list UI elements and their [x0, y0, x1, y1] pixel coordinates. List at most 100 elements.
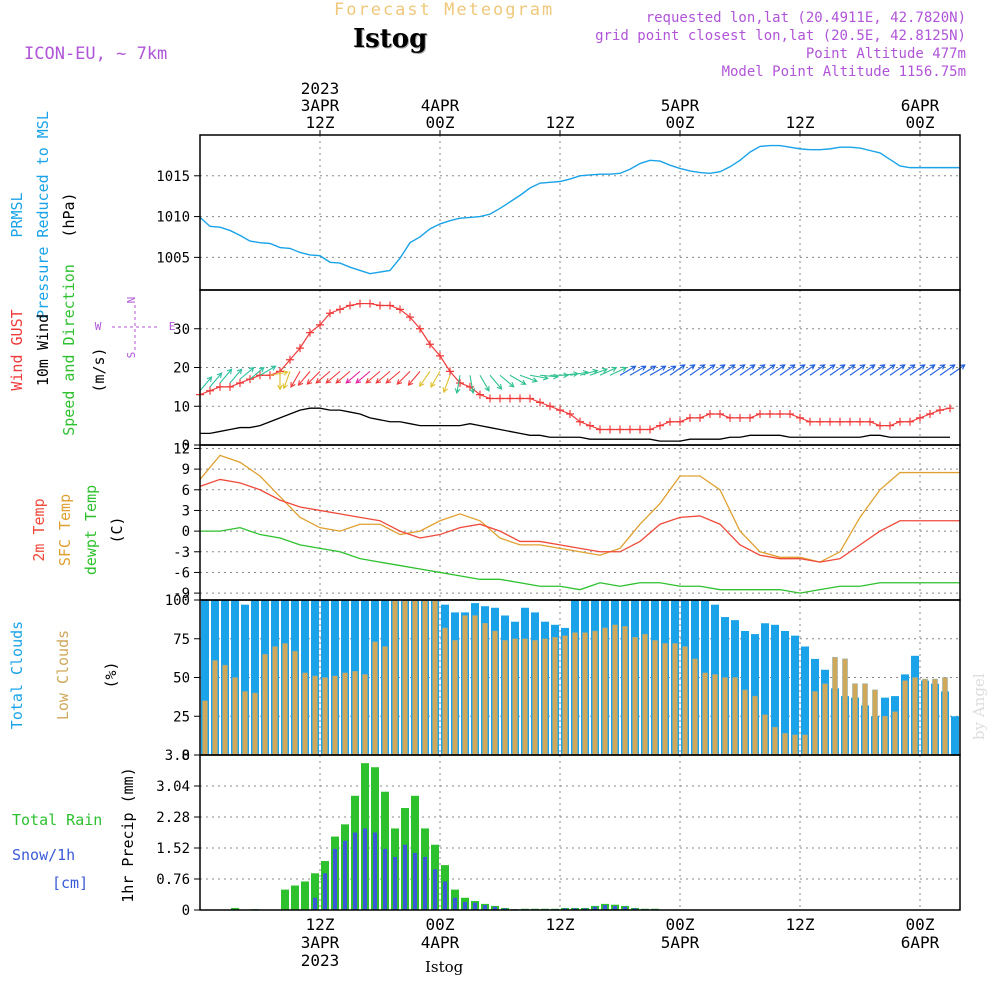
credit-text: by Angel: [970, 673, 988, 740]
time-label-bottom: 2023: [301, 951, 340, 970]
wind-direction-arrow: [199, 376, 213, 392]
snow-bar: [613, 905, 617, 910]
model-name: ICON-EU, ~ 7km: [24, 44, 168, 64]
wind-direction-arrow: [396, 370, 411, 385]
total-cloud-bar: [761, 623, 769, 755]
gust-marker: [886, 421, 894, 430]
low-cloud-bar: [362, 674, 368, 756]
wind-direction-arrow: [609, 366, 628, 376]
low-cloud-bar: [862, 683, 868, 756]
y-tick-label: 0: [182, 903, 190, 919]
wind-direction-arrow: [759, 364, 776, 376]
low-cloud-bar: [792, 734, 798, 756]
gust-marker: [526, 394, 534, 403]
total-cloud-bar: [951, 716, 959, 755]
wind-direction-arrow: [277, 371, 283, 391]
temp-axis-label: dewpt Temp: [82, 485, 100, 575]
low-cloud-bar: [292, 650, 298, 756]
wind-direction-arrow: [579, 368, 599, 376]
gust-marker: [436, 351, 444, 360]
gust-marker: [626, 425, 634, 434]
gust-marker: [786, 410, 794, 418]
total-cloud-bar: [791, 635, 799, 755]
gust-marker: [746, 413, 754, 422]
prmsl-line: [199, 144, 960, 275]
low-cloud-bar: [382, 646, 388, 756]
time-label-bottom: 12Z: [786, 915, 815, 934]
wind-direction-arrow: [689, 364, 706, 376]
snow-bar: [383, 848, 387, 910]
rain-bar: [311, 873, 319, 910]
y-tick-label: 3.04: [156, 779, 190, 795]
low-cloud-bar: [302, 672, 308, 756]
low-cloud-bar: [602, 627, 608, 756]
rain-bar: [231, 907, 239, 910]
wind-direction-arrow: [209, 372, 223, 388]
gust-marker: [376, 301, 384, 310]
low-cloud-bar: [372, 641, 378, 756]
time-label-top: 3APR: [301, 96, 340, 115]
cloud-axis-label: Low Clouds: [54, 630, 72, 720]
compass-north: N: [125, 297, 138, 304]
wind-direction-arrow: [249, 366, 265, 380]
low-cloud-bar: [662, 643, 668, 756]
cloud-axis-unit: (%): [102, 661, 120, 688]
snow-bar: [633, 908, 637, 910]
snow-bar: [453, 897, 457, 910]
gust-marker: [816, 417, 824, 426]
snow-bar: [343, 840, 347, 910]
low-cloud-bar: [542, 638, 548, 756]
low-cloud-bar: [432, 599, 438, 756]
y-tick-label: 20: [173, 361, 190, 377]
wind-direction-arrow: [629, 365, 647, 376]
rain-bar: [291, 885, 299, 910]
y-tick-label: 75: [173, 632, 190, 648]
wind-direction-arrow: [789, 364, 806, 376]
gust-marker: [446, 367, 454, 376]
time-label-bottom: 00Z: [666, 915, 695, 934]
total-cloud-bar: [251, 600, 259, 755]
low-cloud-bar: [312, 675, 318, 756]
gust-marker: [756, 410, 764, 418]
low-cloud-bar: [882, 716, 888, 756]
low-cloud-bar: [242, 691, 248, 756]
gust-marker: [326, 309, 334, 318]
time-label-bottom: 00Z: [426, 915, 455, 934]
low-cloud-bar: [832, 657, 838, 756]
wind-direction-arrow: [919, 364, 936, 376]
gust-marker: [496, 394, 504, 403]
gust-marker: [596, 425, 604, 434]
time-label-top: 00Z: [906, 113, 935, 132]
y-tick-label: -9: [173, 586, 190, 602]
pressure-axis-label: Pressure Reduced to MSL: [34, 111, 52, 319]
total-cloud-bar: [751, 634, 759, 755]
gust-marker: [516, 394, 524, 403]
wind-direction-arrow: [719, 364, 736, 376]
total-cloud-bar: [201, 600, 209, 755]
time-label-bottom: 12Z: [546, 915, 575, 934]
rain-legend: Total Rain: [12, 811, 102, 829]
low-cloud-bar: [572, 632, 578, 756]
wind-direction-arrow: [859, 364, 876, 376]
sfc-temp-line: [199, 454, 960, 563]
snow-bar: [403, 844, 407, 910]
y-tick-label: 1015: [156, 169, 190, 185]
y-tick-label: 50: [173, 671, 190, 687]
gust-marker: [876, 421, 884, 430]
gust-marker: [896, 417, 904, 426]
wind-direction-arrow: [489, 374, 503, 390]
footer-station: Istog: [425, 958, 464, 976]
y-tick-label: -3: [173, 545, 190, 561]
gust-marker: [676, 417, 684, 426]
wind-speed-line: [200, 407, 950, 442]
wind-direction-arrow: [649, 365, 667, 376]
chart-title: Forecast Meteogram: [334, 0, 555, 20]
wind-direction-arrow: [739, 364, 756, 376]
gust-marker: [226, 382, 234, 391]
total-cloud-bar: [771, 624, 779, 755]
gust-marker: [366, 299, 374, 308]
low-cloud-bar: [352, 671, 358, 756]
y-tick-label: 6: [182, 483, 190, 499]
gust-marker: [846, 417, 854, 426]
low-cloud-bar: [722, 677, 728, 756]
